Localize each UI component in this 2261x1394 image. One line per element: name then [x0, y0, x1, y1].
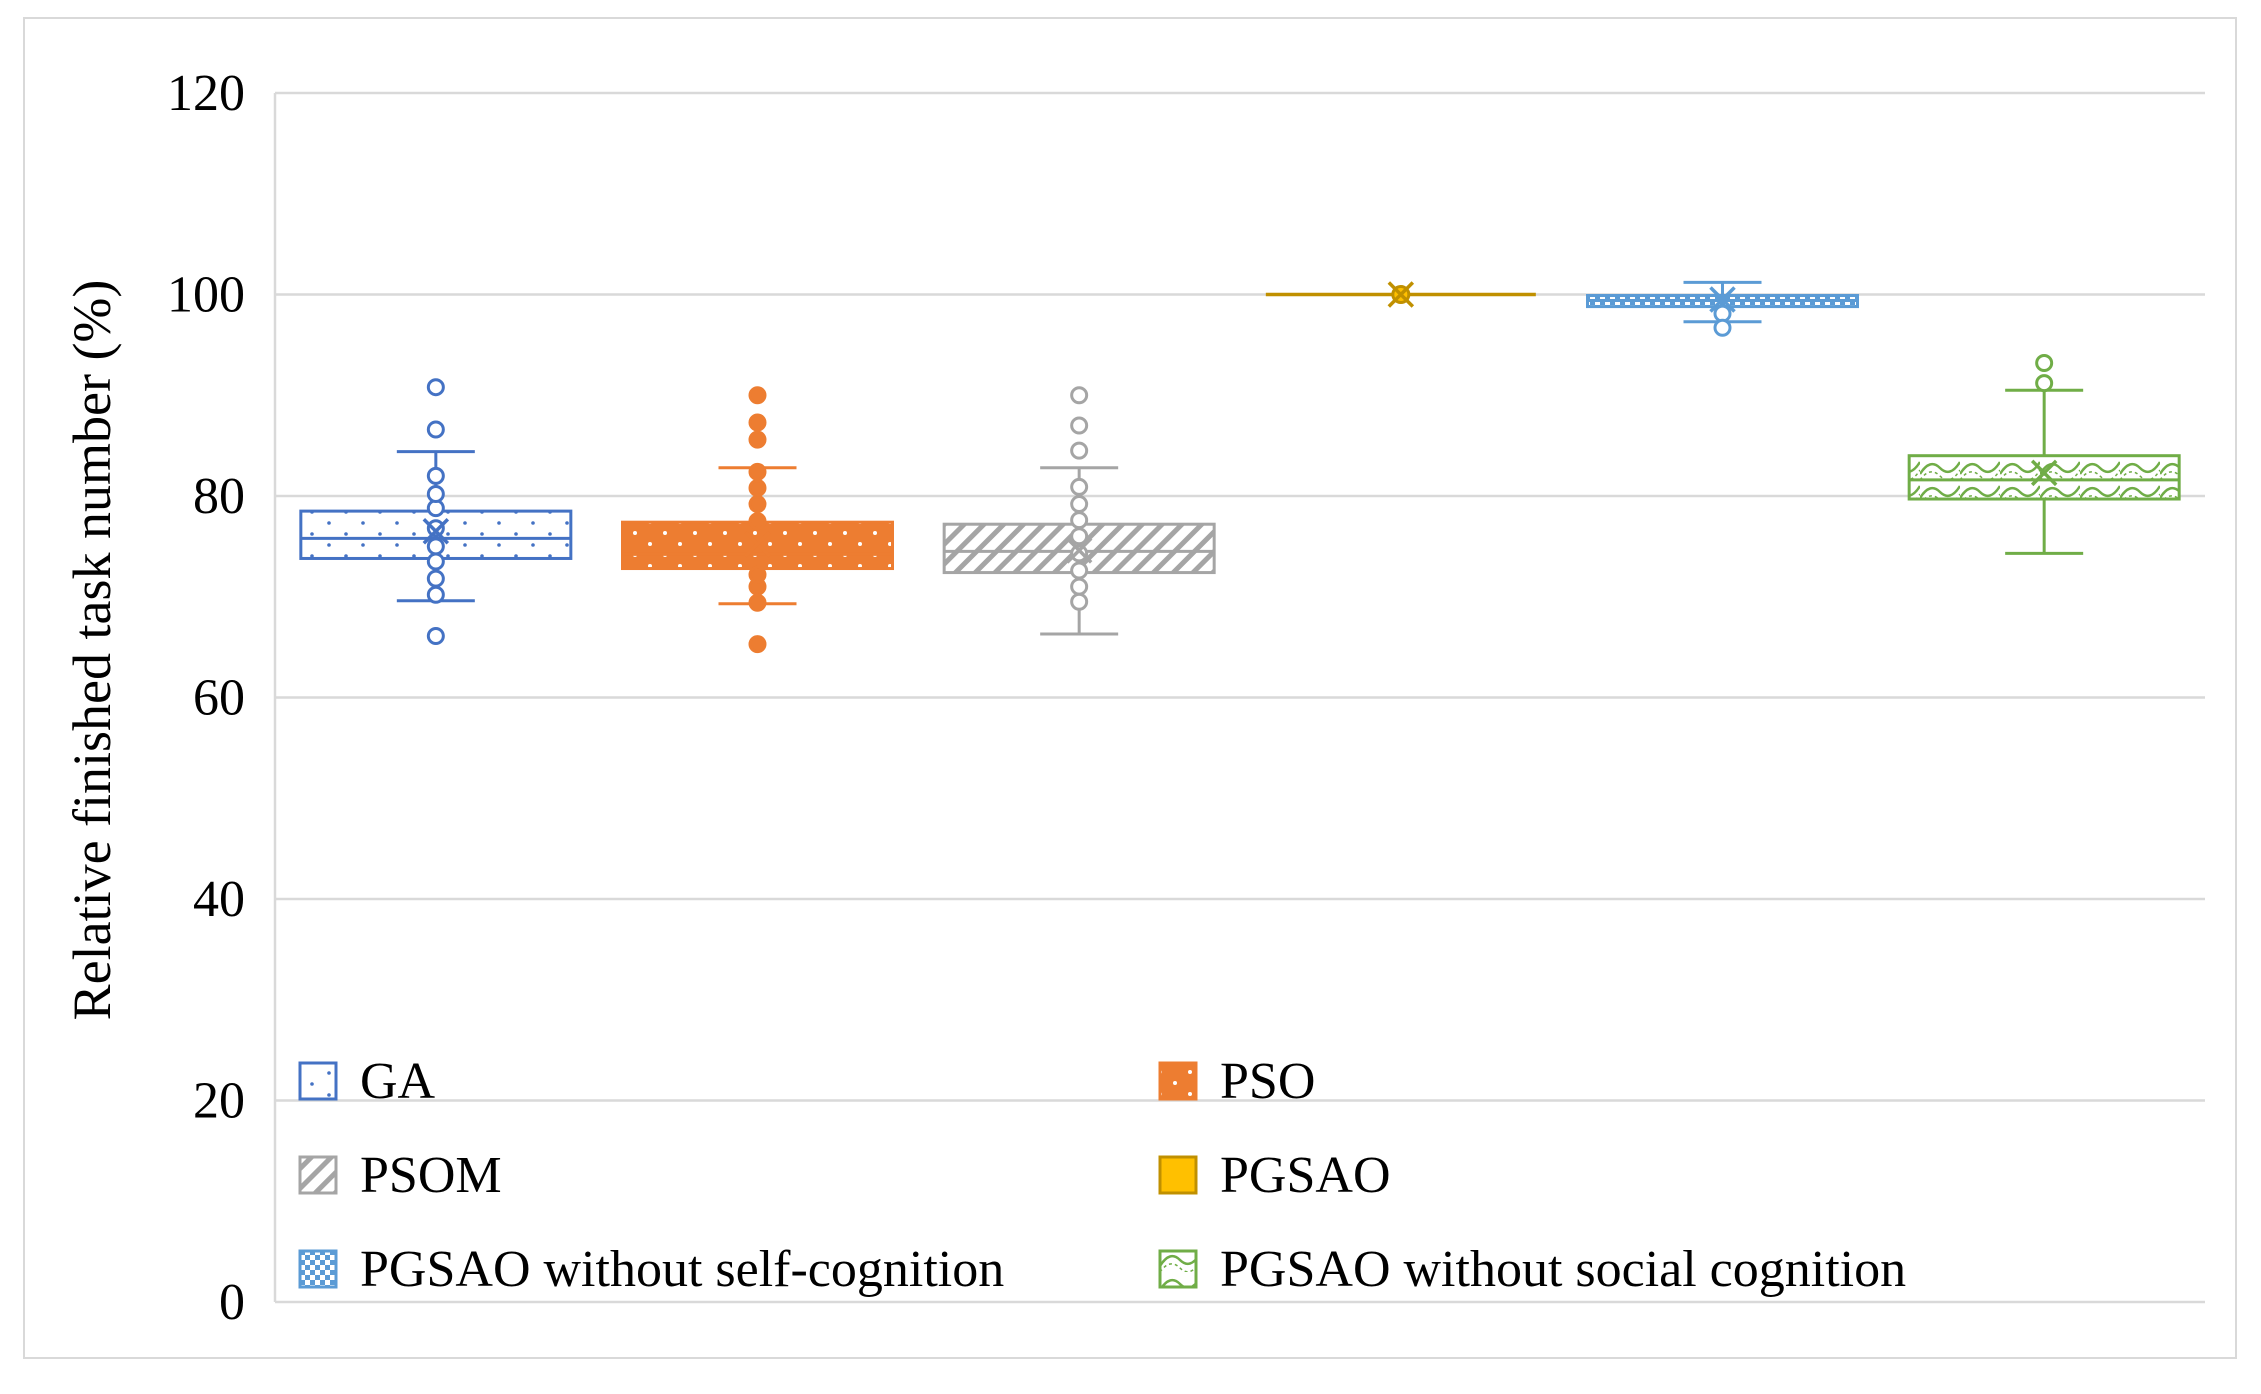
inner-point	[1070, 561, 1089, 580]
inner-point	[426, 519, 445, 538]
inner-point	[1070, 511, 1089, 530]
legend-swatch-psom	[298, 1155, 338, 1195]
legend-label-pgsao: PGSAO	[1220, 1147, 1391, 1204]
inner-point	[426, 569, 445, 588]
y-tick-label-60: 60	[193, 670, 245, 727]
legend-item-psom: PSOM	[298, 1147, 502, 1204]
legend-item-ga: GA	[298, 1053, 436, 1110]
box-ga	[299, 378, 573, 646]
mean-marker	[2030, 459, 2058, 487]
legend-swatch-pgsao	[1158, 1155, 1198, 1195]
inner-point	[1070, 544, 1089, 563]
inner-point	[748, 495, 767, 514]
outlier-point	[748, 413, 767, 432]
mean-marker	[744, 531, 771, 558]
mean-marker	[1065, 537, 1093, 564]
box-series	[299, 280, 2181, 654]
inner-point	[748, 512, 767, 531]
inner-point	[1070, 527, 1089, 546]
inner-point	[426, 537, 445, 556]
inner-point	[426, 466, 445, 485]
iqr-box	[1907, 454, 2181, 501]
y-tick-label-0: 0	[219, 1274, 245, 1331]
outlier-point	[1070, 386, 1089, 405]
legend-item-pso: PSO	[1158, 1053, 1315, 1110]
mean-marker	[422, 518, 450, 545]
legend-swatch-pgsao-without-social-cognition	[1158, 1249, 1198, 1289]
inner-point	[426, 552, 445, 571]
outlier-point	[426, 378, 445, 397]
box-pso	[621, 386, 894, 654]
y-axis-title: Relative finished task number (%)	[62, 280, 122, 1021]
inner-point	[748, 462, 767, 481]
y-tick-label-20: 20	[193, 1073, 245, 1130]
legend-label-psom: PSOM	[360, 1147, 502, 1204]
inner-point	[1070, 592, 1089, 611]
outlier-point	[2035, 354, 2054, 373]
inner-point	[1070, 477, 1089, 496]
outlier-point	[748, 430, 767, 449]
inner-point	[748, 565, 767, 584]
legend-swatch-pgsao-without-self-cognition	[298, 1249, 338, 1289]
outlier-point	[1713, 318, 1732, 337]
y-tick-label-100: 100	[167, 267, 245, 324]
box-pgsao-without-social-cognition	[1907, 354, 2181, 555]
legend-item-pgsao-without-self-cognition: PGSAO without self-cognition	[298, 1241, 1004, 1298]
outlier-point	[426, 420, 445, 439]
outlier-point	[426, 627, 445, 646]
legend-item-pgsao: PGSAO	[1158, 1147, 1391, 1204]
outlier-point	[1070, 416, 1089, 435]
legend: GA PSO PSOM PGSAO PGSAO without self-cogniti…	[298, 1053, 1906, 1298]
box-pgsao	[1265, 281, 1536, 308]
y-tick-label-120: 120	[167, 65, 245, 122]
legend-label-pso: PSO	[1220, 1053, 1315, 1110]
outlier-point	[748, 635, 767, 654]
legend-swatch-pso	[1158, 1061, 1198, 1101]
chart-frame	[23, 17, 2237, 1359]
outlier-point	[2035, 374, 2054, 393]
mean-marker	[1387, 281, 1415, 308]
inner-point	[426, 585, 445, 604]
y-tick-label-40: 40	[193, 871, 245, 928]
mean-marker	[1709, 286, 1736, 313]
legend-swatch-ga	[298, 1061, 338, 1101]
y-tick-label-80: 80	[193, 468, 245, 525]
box-pgsao-without-self-cognition	[1586, 280, 1859, 337]
legend-item-pgsao-without-social-cognition: PGSAO without social cognition	[1158, 1241, 1906, 1298]
outlier-point	[1070, 441, 1089, 460]
inner-point	[748, 478, 767, 497]
y-axis: 0 20 40 60 80 100 120	[167, 65, 277, 1331]
outlier-point	[748, 593, 767, 612]
legend-label-pgsao-without-self-cognition: PGSAO without self-cognition	[360, 1241, 1004, 1298]
inner-point	[1070, 577, 1089, 596]
outlier-point	[748, 386, 767, 405]
gridlines	[275, 91, 2205, 1304]
legend-label-pgsao-without-social-cognition: PGSAO without social cognition	[1220, 1241, 1906, 1298]
legend-label-ga: GA	[360, 1053, 436, 1110]
inner-point	[426, 484, 445, 503]
box-psom	[942, 386, 1216, 636]
inner-point	[1070, 495, 1089, 514]
